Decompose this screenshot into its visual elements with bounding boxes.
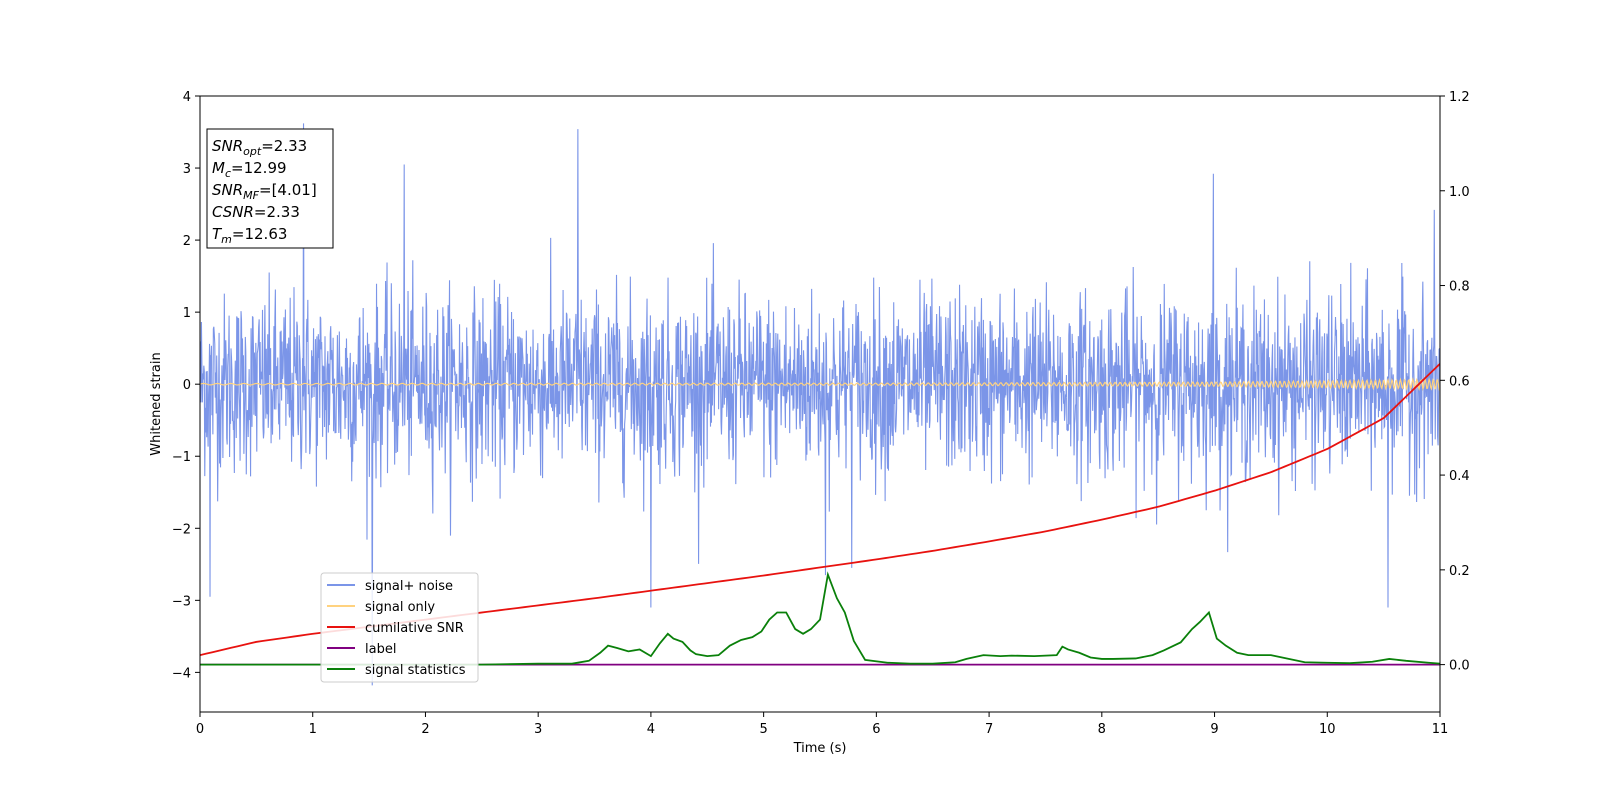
annotation-line: SNRopt=2.33 [212,137,307,158]
legend-entry-label: label [365,642,396,657]
annotation-value: =2.33 [261,137,307,155]
y2-tick-label: 0.8 [1449,280,1470,295]
x-tick-label: 6 [872,722,880,737]
annotation-symbol: T [212,225,223,243]
series-signal-statistics-line [200,571,1440,666]
annotation-line: Mc=12.99 [212,159,287,180]
x-tick-label: 8 [1098,722,1106,737]
annotation-symbol: SNR [212,137,243,155]
y-tick-label: 4 [183,90,191,105]
annotation-box: SNRopt=2.33Mc=12.99SNRMF=[4.01]CSNR=2.33… [206,128,334,249]
annotation-symbol: CSNR [212,203,254,221]
annotation-value: =12.63 [232,225,288,243]
annotation-subscript: m [221,233,232,246]
annotation-subscript: c [225,167,231,180]
annotation-subscript: opt [243,145,262,158]
legend-entry-label: signal+ noise [365,579,453,594]
y2-tick-label: 0.4 [1449,469,1470,484]
y-tick-label: −3 [172,594,191,609]
x-tick-label: 10 [1319,722,1336,737]
annotation-symbol: SNR [212,181,243,199]
x-tick-label: 4 [647,722,655,737]
x-tick-label: 11 [1432,722,1449,737]
y-tick-label: −4 [172,666,191,681]
legend-entry-label: signal only [365,600,435,615]
annotation-line: Tm=12.63 [212,225,287,246]
x-tick-label: 2 [421,722,429,737]
y-axis-right: 0.0 0.2 0.4 0.6 0.8 1.0 1.2 [1440,90,1470,674]
annotation-value: =[4.01] [259,181,317,199]
annotation-line: SNRMF=[4.01] [212,181,317,202]
x-tick-label: 9 [1210,722,1218,737]
y2-tick-label: 0.2 [1449,564,1470,579]
y2-tick-label: 1.0 [1449,185,1470,200]
series-signal-only-line [200,376,1440,392]
y-tick-label: −1 [172,450,191,465]
x-tick-label: 3 [534,722,542,737]
annotation-subscript: MF [243,189,259,202]
y2-tick-label: 1.2 [1449,90,1470,105]
x-tick-label: 0 [196,722,204,737]
legend-entry-label: signal statistics [365,663,466,678]
y-tick-label: −2 [172,522,191,537]
annotation-value: =12.99 [231,159,287,177]
annotation-line: CSNR=2.33 [212,203,300,221]
series-signal-noise-line [200,123,1440,686]
y-axis-title: Whitened strain [149,352,164,455]
y-tick-label: 3 [183,162,191,177]
y-axis-left: −4 −3 −2 −1 0 1 2 3 4 [172,90,200,681]
annotation-symbol: M [212,159,225,177]
legend-frame [320,572,479,683]
y2-tick-label: 0.0 [1449,659,1470,674]
legend: signal+ noise signal only cumilative SNR la… [320,572,479,683]
x-axis-title: Time (s) [793,741,847,756]
y-tick-label: 1 [183,306,191,321]
x-tick-label: 7 [985,722,993,737]
x-tick-label: 1 [309,722,317,737]
y-tick-label: 2 [183,234,191,249]
legend-entry-label: cumilative SNR [365,621,464,636]
x-axis: 0 1 2 3 4 5 6 7 8 9 10 11 [196,712,1448,737]
plot-frame [199,95,1441,713]
annotation-frame [206,128,334,249]
x-tick-label: 5 [759,722,767,737]
y-tick-label: 0 [183,378,191,393]
y2-tick-label: 0.6 [1449,374,1470,389]
annotation-value: =2.33 [254,203,300,221]
